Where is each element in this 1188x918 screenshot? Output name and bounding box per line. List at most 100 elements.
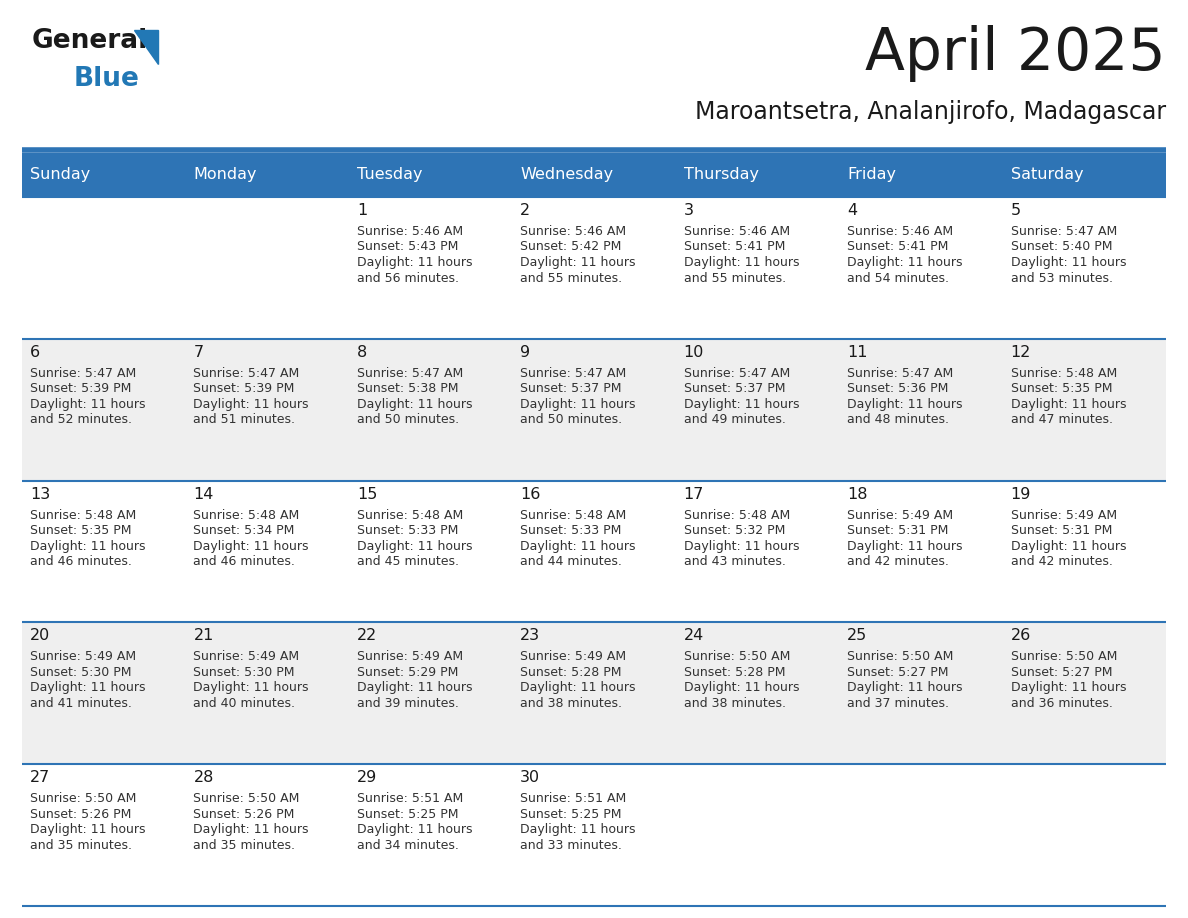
Text: Sunset: 5:31 PM: Sunset: 5:31 PM: [847, 524, 948, 537]
Text: 11: 11: [847, 345, 867, 360]
Text: Sunset: 5:30 PM: Sunset: 5:30 PM: [194, 666, 295, 679]
Text: Sunrise: 5:46 AM: Sunrise: 5:46 AM: [684, 225, 790, 238]
Text: 10: 10: [684, 345, 704, 360]
Text: Sunset: 5:27 PM: Sunset: 5:27 PM: [1011, 666, 1112, 679]
Text: 3: 3: [684, 203, 694, 218]
Text: Daylight: 11 hours: Daylight: 11 hours: [684, 397, 800, 410]
Text: Sunrise: 5:47 AM: Sunrise: 5:47 AM: [684, 367, 790, 380]
Text: Daylight: 11 hours: Daylight: 11 hours: [847, 397, 962, 410]
Text: 28: 28: [194, 770, 214, 785]
Text: Sunrise: 5:50 AM: Sunrise: 5:50 AM: [194, 792, 299, 805]
Text: and 38 minutes.: and 38 minutes.: [520, 697, 623, 710]
Text: Sunset: 5:33 PM: Sunset: 5:33 PM: [520, 524, 621, 537]
Text: and 35 minutes.: and 35 minutes.: [194, 839, 296, 852]
Text: Daylight: 11 hours: Daylight: 11 hours: [30, 540, 145, 553]
Text: Sunset: 5:37 PM: Sunset: 5:37 PM: [520, 382, 621, 396]
Bar: [23, 622, 1165, 764]
Text: and 42 minutes.: and 42 minutes.: [1011, 555, 1112, 568]
Text: Sunset: 5:30 PM: Sunset: 5:30 PM: [30, 666, 132, 679]
Text: 12: 12: [1011, 345, 1031, 360]
Text: 27: 27: [30, 770, 50, 785]
Text: Sunset: 5:33 PM: Sunset: 5:33 PM: [356, 524, 459, 537]
Text: Sunrise: 5:48 AM: Sunrise: 5:48 AM: [30, 509, 137, 521]
Text: Daylight: 11 hours: Daylight: 11 hours: [356, 540, 473, 553]
Text: Daylight: 11 hours: Daylight: 11 hours: [520, 681, 636, 694]
Text: and 46 minutes.: and 46 minutes.: [30, 555, 132, 568]
Text: and 53 minutes.: and 53 minutes.: [1011, 272, 1113, 285]
Text: Sunset: 5:41 PM: Sunset: 5:41 PM: [684, 241, 785, 253]
Text: Sunday: Sunday: [30, 167, 90, 183]
Text: Sunset: 5:37 PM: Sunset: 5:37 PM: [684, 382, 785, 396]
Text: and 48 minutes.: and 48 minutes.: [847, 413, 949, 426]
Text: Daylight: 11 hours: Daylight: 11 hours: [520, 256, 636, 269]
Text: Daylight: 11 hours: Daylight: 11 hours: [684, 681, 800, 694]
Text: and 56 minutes.: and 56 minutes.: [356, 272, 459, 285]
Text: Sunset: 5:39 PM: Sunset: 5:39 PM: [194, 382, 295, 396]
Text: and 36 minutes.: and 36 minutes.: [1011, 697, 1112, 710]
Text: Sunrise: 5:50 AM: Sunrise: 5:50 AM: [30, 792, 137, 805]
Text: Daylight: 11 hours: Daylight: 11 hours: [847, 540, 962, 553]
Text: Sunset: 5:29 PM: Sunset: 5:29 PM: [356, 666, 459, 679]
Text: 26: 26: [1011, 629, 1031, 644]
Text: 25: 25: [847, 629, 867, 644]
Text: Sunset: 5:27 PM: Sunset: 5:27 PM: [847, 666, 949, 679]
Text: Sunrise: 5:51 AM: Sunrise: 5:51 AM: [520, 792, 626, 805]
Text: Sunset: 5:25 PM: Sunset: 5:25 PM: [356, 808, 459, 821]
Text: and 55 minutes.: and 55 minutes.: [520, 272, 623, 285]
Text: Sunrise: 5:48 AM: Sunrise: 5:48 AM: [1011, 367, 1117, 380]
Text: Blue: Blue: [74, 66, 140, 92]
Text: Sunset: 5:25 PM: Sunset: 5:25 PM: [520, 808, 621, 821]
Text: and 46 minutes.: and 46 minutes.: [194, 555, 296, 568]
Text: Daylight: 11 hours: Daylight: 11 hours: [194, 823, 309, 836]
Text: General: General: [32, 28, 148, 54]
Text: Daylight: 11 hours: Daylight: 11 hours: [194, 681, 309, 694]
Text: and 42 minutes.: and 42 minutes.: [847, 555, 949, 568]
Text: and 54 minutes.: and 54 minutes.: [847, 272, 949, 285]
Text: Daylight: 11 hours: Daylight: 11 hours: [847, 681, 962, 694]
Text: Sunrise: 5:49 AM: Sunrise: 5:49 AM: [1011, 509, 1117, 521]
Text: and 41 minutes.: and 41 minutes.: [30, 697, 132, 710]
Text: Sunset: 5:32 PM: Sunset: 5:32 PM: [684, 524, 785, 537]
Text: Wednesday: Wednesday: [520, 167, 613, 183]
Text: Sunrise: 5:47 AM: Sunrise: 5:47 AM: [194, 367, 299, 380]
Text: 7: 7: [194, 345, 203, 360]
Text: 24: 24: [684, 629, 704, 644]
Text: Sunset: 5:41 PM: Sunset: 5:41 PM: [847, 241, 948, 253]
Text: 2: 2: [520, 203, 530, 218]
Text: Sunset: 5:26 PM: Sunset: 5:26 PM: [194, 808, 295, 821]
Text: 13: 13: [30, 487, 50, 501]
Text: Sunrise: 5:47 AM: Sunrise: 5:47 AM: [1011, 225, 1117, 238]
Text: Sunset: 5:42 PM: Sunset: 5:42 PM: [520, 241, 621, 253]
Text: Sunrise: 5:49 AM: Sunrise: 5:49 AM: [194, 650, 299, 664]
Text: Sunrise: 5:49 AM: Sunrise: 5:49 AM: [520, 650, 626, 664]
Text: Sunrise: 5:47 AM: Sunrise: 5:47 AM: [30, 367, 137, 380]
Text: Sunrise: 5:48 AM: Sunrise: 5:48 AM: [520, 509, 626, 521]
Text: 20: 20: [30, 629, 50, 644]
Text: Daylight: 11 hours: Daylight: 11 hours: [194, 540, 309, 553]
Text: and 44 minutes.: and 44 minutes.: [520, 555, 623, 568]
Text: 5: 5: [1011, 203, 1020, 218]
Text: and 51 minutes.: and 51 minutes.: [194, 413, 296, 426]
Text: and 49 minutes.: and 49 minutes.: [684, 413, 785, 426]
Text: Daylight: 11 hours: Daylight: 11 hours: [1011, 256, 1126, 269]
Text: Sunrise: 5:46 AM: Sunrise: 5:46 AM: [847, 225, 953, 238]
Text: Sunset: 5:43 PM: Sunset: 5:43 PM: [356, 241, 459, 253]
Text: Sunset: 5:35 PM: Sunset: 5:35 PM: [1011, 382, 1112, 396]
Text: Sunrise: 5:50 AM: Sunrise: 5:50 AM: [847, 650, 954, 664]
Text: April 2025: April 2025: [865, 25, 1165, 82]
Text: 30: 30: [520, 770, 541, 785]
Text: Sunrise: 5:51 AM: Sunrise: 5:51 AM: [356, 792, 463, 805]
Text: 1: 1: [356, 203, 367, 218]
Text: Daylight: 11 hours: Daylight: 11 hours: [847, 256, 962, 269]
Text: Friday: Friday: [847, 167, 896, 183]
Text: Sunrise: 5:49 AM: Sunrise: 5:49 AM: [356, 650, 463, 664]
Text: Sunset: 5:28 PM: Sunset: 5:28 PM: [520, 666, 621, 679]
Text: 4: 4: [847, 203, 858, 218]
Text: and 55 minutes.: and 55 minutes.: [684, 272, 785, 285]
Text: Daylight: 11 hours: Daylight: 11 hours: [684, 540, 800, 553]
Text: and 50 minutes.: and 50 minutes.: [520, 413, 623, 426]
Text: Thursday: Thursday: [684, 167, 759, 183]
Text: Daylight: 11 hours: Daylight: 11 hours: [1011, 540, 1126, 553]
Text: Sunset: 5:39 PM: Sunset: 5:39 PM: [30, 382, 132, 396]
Text: Sunrise: 5:47 AM: Sunrise: 5:47 AM: [520, 367, 626, 380]
